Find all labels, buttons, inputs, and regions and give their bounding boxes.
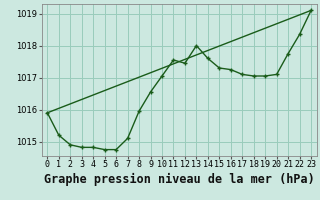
- X-axis label: Graphe pression niveau de la mer (hPa): Graphe pression niveau de la mer (hPa): [44, 173, 315, 186]
